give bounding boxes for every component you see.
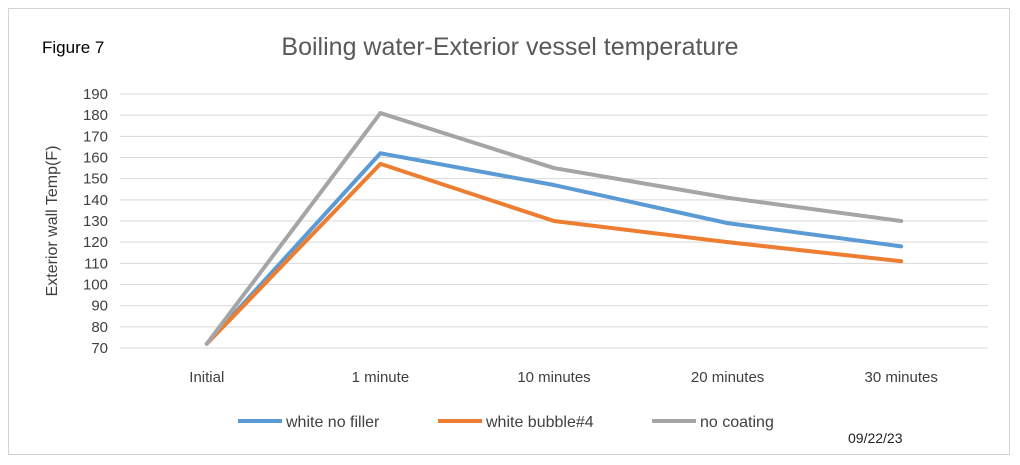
y-tick-label: 80 (91, 319, 108, 336)
y-tick-label: 120 (83, 234, 108, 251)
chart-frame (8, 8, 1010, 455)
y-tick-label: 180 (83, 107, 108, 124)
date-stamp: 09/22/23 (848, 430, 903, 446)
y-tick-label: 150 (83, 171, 108, 188)
legend: white no filler white bubble#4 no coating (238, 414, 774, 431)
x-tick-label: 20 minutes (691, 369, 764, 386)
figure-label: Figure 7 (42, 38, 104, 57)
y-tick-label: 70 (91, 340, 108, 357)
legend-label: no coating (700, 414, 774, 431)
y-tick-label: 130 (83, 213, 108, 230)
y-axis-ticks: 70 80 90 100 110 120 130 140 150 160 170 180 190 (83, 86, 108, 357)
y-tick-label: 90 (91, 298, 108, 315)
chart-title: Boiling water-Exterior vessel temperatur… (281, 33, 738, 61)
y-tick-label: 100 (83, 277, 108, 294)
legend-label: white bubble#4 (485, 414, 594, 431)
x-axis-ticks: Initial 1 minute 10 minutes 20 minutes 30 mi… (189, 369, 938, 386)
series-line-white-bubble-4 (204, 161, 904, 346)
x-tick-label: 30 minutes (865, 369, 938, 386)
x-tick-label: 10 minutes (517, 369, 590, 386)
y-tick-label: 110 (84, 255, 108, 272)
y-axis-label: Exterior wall Temp(F) (44, 146, 61, 297)
legend-label: white no filler (285, 414, 380, 431)
series-lines (204, 111, 904, 346)
y-tick-label: 190 (83, 86, 108, 103)
gridlines (120, 93, 988, 349)
y-tick-label: 140 (83, 192, 108, 209)
x-tick-label: Initial (189, 369, 224, 386)
y-tick-label: 160 (83, 150, 108, 167)
x-tick-label: 1 minute (352, 369, 410, 386)
y-tick-label: 170 (83, 128, 108, 145)
